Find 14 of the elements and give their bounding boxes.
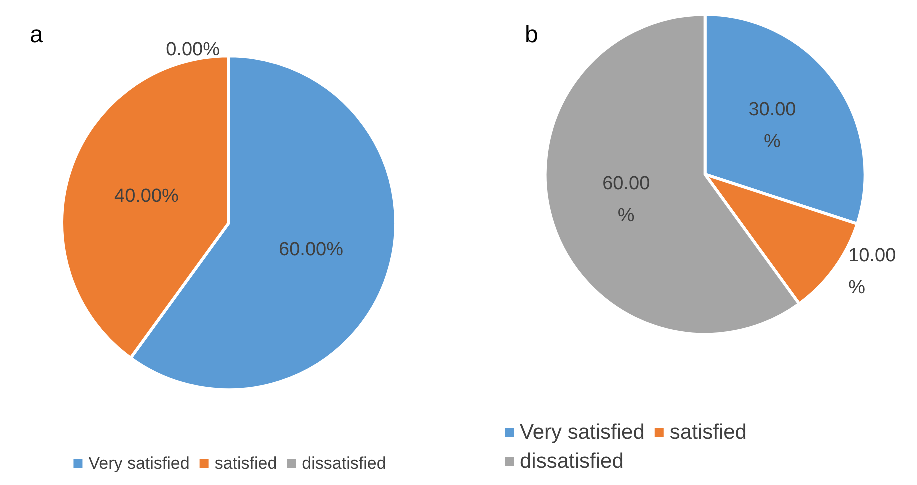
- data-label: 40.00%: [114, 186, 180, 207]
- data-label: 10.00%: [848, 246, 896, 299]
- legend-label: Very satisfied: [520, 421, 645, 444]
- legend-label: satisfied: [670, 421, 747, 444]
- legend-label: dissatisfied: [302, 454, 386, 473]
- legend-label: Very satisfied: [88, 454, 190, 473]
- chart-title: b: [525, 22, 538, 48]
- chart-title: a: [30, 22, 44, 48]
- data-label: 30.00%: [748, 99, 796, 152]
- data-label: 60.00%: [602, 174, 650, 227]
- text: 0.00%: [166, 40, 220, 61]
- legend-label: dissatisfied: [520, 450, 624, 473]
- data-label: 60.00%: [279, 239, 344, 260]
- legend-label: satisfied: [214, 454, 278, 473]
